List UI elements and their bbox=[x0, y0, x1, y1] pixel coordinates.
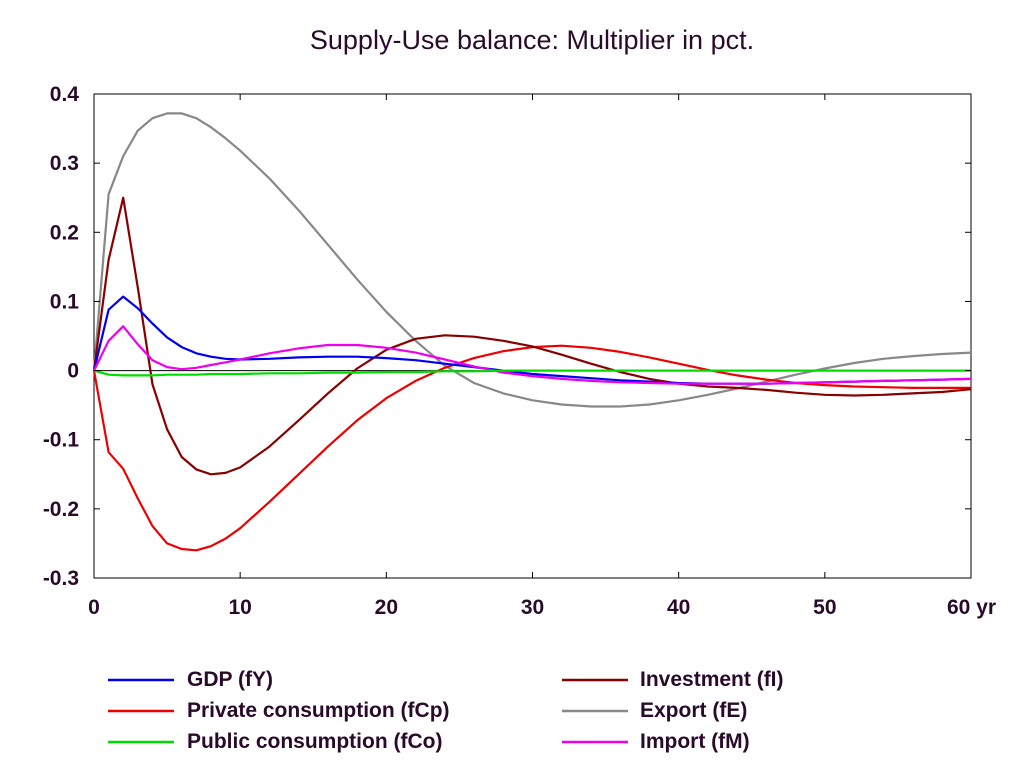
plot-frame bbox=[93, 93, 972, 579]
y-tick-label: 0 bbox=[67, 360, 79, 383]
y-tick-label: 0.4 bbox=[50, 83, 80, 106]
y-tick-label: -0.2 bbox=[43, 498, 79, 521]
legend-label: Investment (fI) bbox=[640, 668, 784, 691]
x-tick-label: 30 bbox=[521, 596, 544, 619]
y-tick-label: 0.1 bbox=[50, 290, 80, 313]
legend-label: Export (fE) bbox=[640, 699, 747, 722]
x-tick-label: 40 bbox=[667, 596, 690, 619]
x-tick-label: 10 bbox=[228, 596, 251, 619]
x-tick-label: 20 bbox=[375, 596, 398, 619]
series-line-4 bbox=[92, 112, 972, 408]
x-tick-label: 60 yr bbox=[947, 596, 996, 619]
y-tick-label: -0.3 bbox=[43, 567, 79, 590]
legend-label: Private consumption (fCp) bbox=[187, 699, 450, 722]
legend: GDP (fY) Private consumption (fCp) Public … bbox=[108, 668, 784, 753]
chart-title: Supply-Use balance: Multiplier in pct. bbox=[310, 25, 754, 55]
legend-label: Public consumption (fCo) bbox=[187, 730, 442, 753]
x-tick-label: 50 bbox=[813, 596, 836, 619]
series-layer bbox=[92, 112, 972, 552]
series-line-5 bbox=[93, 325, 972, 385]
y-tick-label: -0.1 bbox=[43, 429, 80, 452]
legend-label: Import (fM) bbox=[640, 730, 750, 753]
x-tick-label: 0 bbox=[88, 596, 100, 619]
y-axis: 0.4 0.3 0.2 0.1 0 -0.1 -0.2 -0.3 bbox=[43, 83, 971, 590]
x-axis: 0 10 20 30 40 50 60 yr bbox=[88, 94, 996, 619]
y-tick-label: 0.3 bbox=[50, 152, 79, 175]
plot-border bbox=[93, 93, 972, 579]
y-tick-label: 0.2 bbox=[50, 221, 79, 244]
series-line-3 bbox=[92, 196, 972, 476]
series-line-2 bbox=[93, 369, 971, 377]
legend-label: GDP (fY) bbox=[187, 668, 273, 691]
